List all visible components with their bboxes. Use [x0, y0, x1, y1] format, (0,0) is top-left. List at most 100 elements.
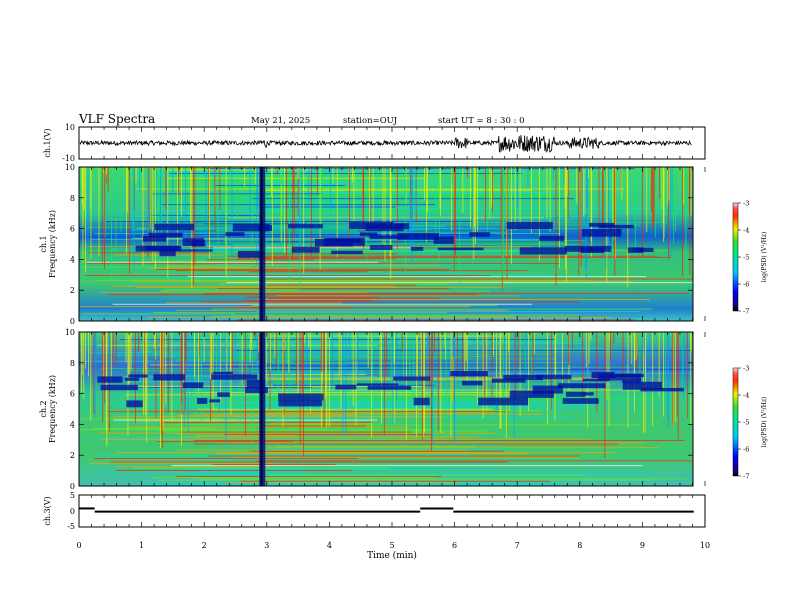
ch1-colorbar: -3 -4 -5 -6 -7 log(PSD) (V²/Hz) [732, 200, 768, 316]
colorbar-tick-label: -5 [743, 254, 749, 262]
spectrogram-streak [308, 332, 310, 347]
spectrogram-streak [211, 332, 212, 373]
spectrogram-band [81, 418, 222, 420]
spectrogram-streak [459, 167, 461, 285]
spectrogram-band [96, 279, 590, 281]
spectrogram-streak [342, 332, 344, 434]
spectrogram-band [254, 371, 365, 373]
spectrogram-streak [634, 167, 636, 189]
spectrogram-band [206, 168, 636, 170]
spectrogram-streak [349, 167, 350, 238]
spectrogram-streak [686, 332, 688, 387]
spectrogram-streak [677, 332, 679, 440]
spectrogram-streak [668, 167, 670, 201]
spectrogram-streak [93, 332, 95, 415]
spectrogram-band [85, 246, 533, 248]
spectrogram-streak [437, 332, 439, 432]
spectrogram-streak [489, 167, 491, 219]
spectrogram-streak [612, 167, 614, 225]
spectrogram-streak [85, 332, 86, 369]
spectrogram-streak [129, 332, 131, 383]
spectrogram-streak [104, 332, 106, 404]
spectrogram-streak [586, 167, 587, 278]
colorbar-tick-label: -5 [743, 419, 749, 427]
spectrogram-band [150, 187, 499, 189]
spectrogram-patch [369, 244, 393, 250]
spectrogram-patch [126, 400, 143, 408]
spectrogram-streak [503, 167, 505, 265]
spectrogram-streak [256, 167, 258, 266]
spectrogram-streak [434, 332, 435, 354]
spectrogram-streak [469, 167, 471, 228]
spectrogram-band [266, 378, 631, 380]
spectrogram-streak [451, 167, 453, 183]
spectrogram-streak [445, 332, 447, 438]
spectrogram-streak [87, 167, 89, 250]
colorbar-tick-label: -4 [743, 392, 749, 400]
spectrogram-streak [690, 167, 692, 216]
spectrogram-streak [477, 167, 479, 232]
spectrogram-streak [355, 332, 357, 426]
spectrogram-streak [292, 167, 294, 199]
spectrogram-streak [517, 167, 519, 209]
spectrogram-streak [605, 167, 607, 268]
spectrogram-band [119, 406, 474, 408]
spectrogram-band [131, 387, 313, 389]
spectrogram-band [163, 422, 373, 423]
spectrogram-streak [658, 332, 660, 397]
y-tick-label: 4 [70, 420, 75, 429]
spectrogram-streak [450, 332, 452, 437]
spectrogram-streak [80, 167, 82, 192]
spectrogram-patch [640, 387, 684, 392]
spectrogram-streak [533, 332, 535, 354]
spectrogram-streak [416, 332, 418, 381]
spectrogram-band [165, 277, 343, 279]
spectrogram-streak [674, 332, 676, 422]
spectrogram-streak [348, 332, 350, 372]
spectrogram-streak [231, 167, 233, 256]
spectrogram-streak [125, 332, 127, 363]
spectrogram-streak [631, 332, 633, 364]
spectrogram-streak [475, 167, 476, 245]
spectrogram-band [176, 245, 364, 246]
ch1-waveform-panel: 10 -10 ch.1(V) [43, 123, 706, 163]
spectrogram-streak [567, 167, 568, 196]
spectrogram-band [204, 293, 689, 294]
y-tick-label: 2 [70, 451, 75, 460]
spectrogram-streak [104, 167, 106, 237]
spectrogram-band [243, 346, 461, 348]
spectrogram-streak [317, 167, 318, 195]
spectrogram-band [166, 169, 313, 171]
spectrogram-streak [428, 332, 429, 355]
spectrogram-streak [165, 167, 167, 261]
spectrogram-patch [211, 374, 258, 380]
y-tick-label: 4 [70, 255, 75, 264]
spectrogram-streak [208, 167, 210, 238]
spectrogram-streak [568, 332, 570, 366]
spectrogram-streak [148, 332, 150, 355]
spectrogram-streak [88, 332, 89, 377]
spectrogram-streak [297, 167, 299, 180]
spectrogram-band [251, 176, 365, 178]
spectrogram-patch [506, 222, 553, 229]
spectrogram-band [100, 291, 367, 293]
spectrogram-streak [115, 332, 117, 365]
spectrogram-streak [310, 332, 311, 413]
ch3-signal-panel: 5 0 -5 ch.3(V) [43, 491, 706, 531]
spectrogram-streak [217, 167, 219, 259]
spectrogram-streak [311, 167, 312, 257]
spectrogram-streak [104, 167, 105, 269]
spectrogram-streak [282, 332, 284, 427]
spectrogram-streak [552, 167, 554, 180]
spectrogram-band [182, 235, 378, 237]
spectrogram-band [96, 345, 378, 347]
spectrogram-band [224, 255, 658, 257]
spectrogram-band [166, 404, 313, 405]
spectrogram-patch [591, 371, 615, 379]
spectrogram-streak [431, 332, 432, 451]
spectrogram-streak [673, 332, 674, 426]
spectrogram-streak [212, 332, 214, 411]
colorbar-tick-label: -7 [743, 473, 749, 481]
spectrogram-patch [97, 376, 123, 383]
spectrogram-streak [582, 167, 583, 233]
